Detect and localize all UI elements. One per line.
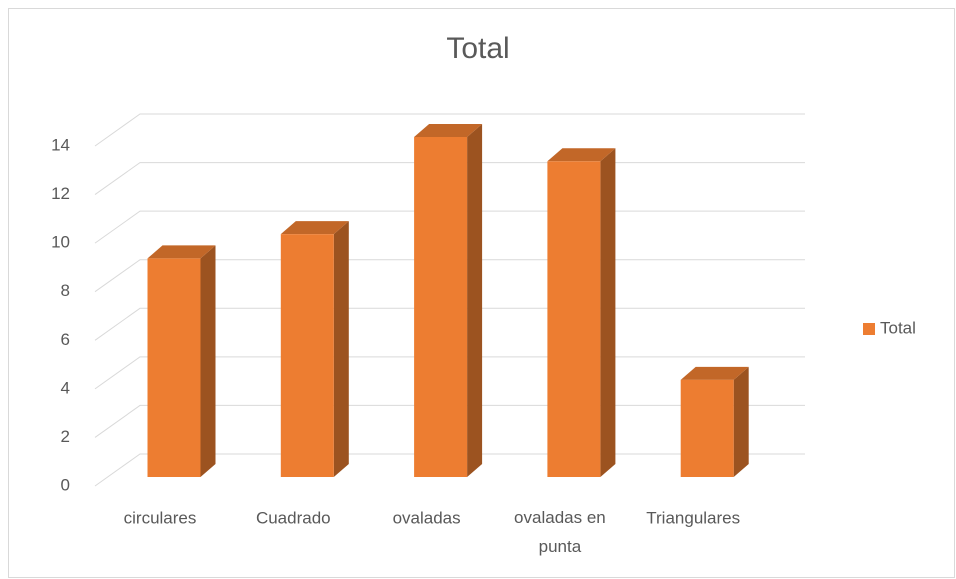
x-tick-label: ovaladas en punta xyxy=(514,508,606,556)
y-tick-label: 10 xyxy=(51,233,70,252)
bar-side xyxy=(600,148,616,478)
bar-front xyxy=(414,137,468,477)
chart-title: Total xyxy=(446,32,509,65)
bar xyxy=(414,124,483,477)
y-tick-label: 12 xyxy=(51,184,70,203)
bar-side xyxy=(200,245,216,477)
y-tick-label: 0 xyxy=(61,475,70,494)
bar-side xyxy=(733,366,749,477)
y-tick-label: 2 xyxy=(61,427,70,446)
legend-label: Total xyxy=(880,318,916,337)
bar-top xyxy=(147,245,216,259)
bar-front xyxy=(680,379,734,477)
bar-top xyxy=(414,124,483,137)
bar-top xyxy=(547,148,616,162)
bar xyxy=(147,245,216,477)
bar-front xyxy=(147,258,201,477)
y-tick-label: 4 xyxy=(61,378,70,397)
legend-swatch xyxy=(863,323,875,335)
x-tick-label: Cuadrado xyxy=(256,508,331,527)
bar xyxy=(680,366,749,477)
bar-side xyxy=(333,221,349,477)
bar xyxy=(280,221,349,477)
bar-side xyxy=(467,124,483,477)
x-tick-label: ovaladas xyxy=(393,508,461,527)
bar-front xyxy=(280,234,334,477)
y-tick-label: 6 xyxy=(61,330,70,349)
bar-front xyxy=(547,161,601,478)
grid-line xyxy=(94,113,805,147)
x-tick-label: Triangulares xyxy=(646,508,740,527)
bar-top xyxy=(680,366,749,380)
y-tick-label: 14 xyxy=(51,135,70,154)
x-tick-label: circulares xyxy=(124,508,197,527)
bar-top xyxy=(280,221,349,235)
y-tick-label: 8 xyxy=(61,281,70,300)
bar xyxy=(547,148,616,478)
